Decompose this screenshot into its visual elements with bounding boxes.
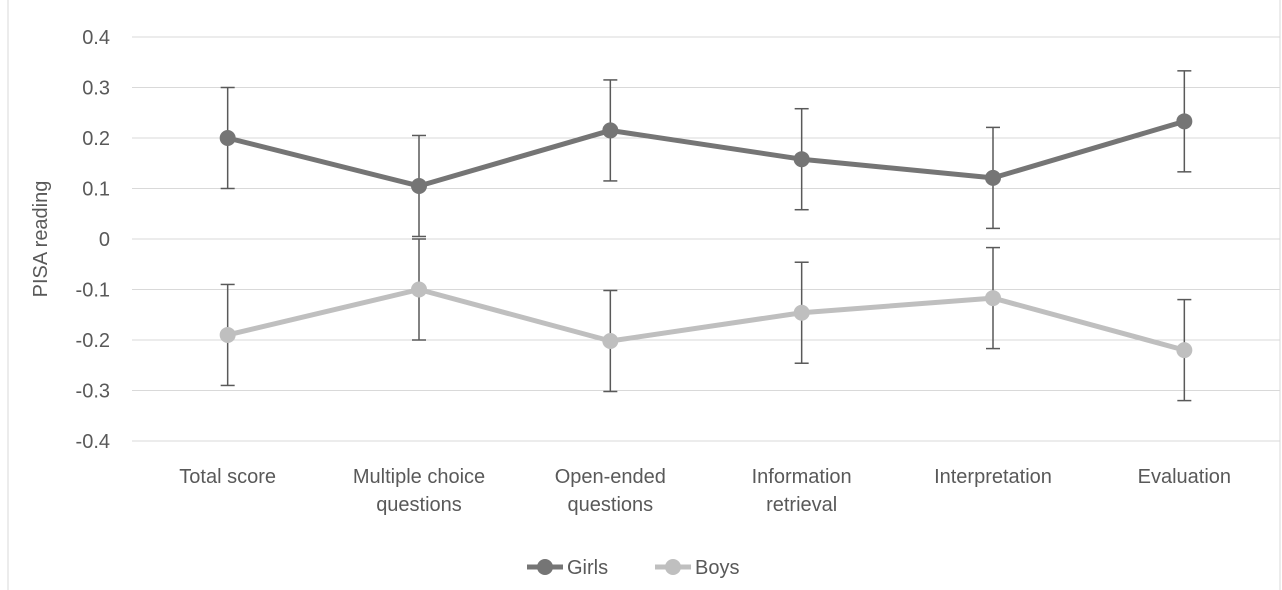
data-point-girls	[602, 122, 619, 139]
x-tick-label: retrieval	[766, 494, 837, 516]
y-tick-label: 0.3	[82, 78, 110, 100]
y-axis-ticks: 0.4 0.3 0.2 0.1 0 -0.1 -0.2 -0.3 -0.4	[76, 27, 110, 453]
series-lines	[219, 113, 1193, 359]
y-tick-label: -0.2	[76, 330, 110, 352]
data-point-girls	[985, 169, 1001, 186]
y-tick-label: -0.4	[76, 431, 110, 453]
data-point-boys	[411, 281, 427, 298]
data-point-girls	[793, 151, 810, 168]
y-tick-label: 0.4	[82, 27, 110, 49]
y-tick-label: 0.1	[82, 179, 110, 201]
legend-label: Boys	[695, 557, 739, 579]
x-tick-label: Total score	[179, 466, 276, 488]
y-tick-label: -0.3	[76, 381, 110, 403]
legend-label: Girls	[567, 557, 608, 579]
legend-swatch-marker	[665, 559, 681, 575]
data-point-boys	[219, 326, 236, 343]
x-tick-label: Open-ended	[555, 466, 666, 488]
x-tick-label: Information	[752, 466, 852, 488]
y-tick-label: 0	[99, 229, 110, 251]
series-line-boys	[227, 287, 1185, 353]
y-tick-label: -0.1	[76, 280, 110, 302]
data-point-boys	[602, 333, 619, 350]
x-tick-label: questions	[568, 494, 654, 516]
x-tick-label: questions	[376, 494, 462, 516]
data-point-boys	[985, 290, 1001, 307]
data-point-girls	[1176, 113, 1193, 130]
legend: Girls Boys	[527, 557, 739, 579]
x-tick-label: Multiple choice	[353, 466, 485, 488]
gridlines	[132, 36, 1280, 442]
x-tick-label: Interpretation	[934, 466, 1052, 488]
series-line-girls	[227, 118, 1186, 189]
data-point-girls	[411, 177, 427, 194]
data-point-girls	[219, 130, 236, 146]
legend-swatch-marker	[537, 559, 553, 575]
data-point-boys	[793, 304, 810, 321]
y-axis-label: PISA reading	[30, 181, 52, 298]
data-point-boys	[1176, 342, 1193, 359]
chart-border	[7, 0, 1281, 590]
y-tick-label: 0.2	[82, 128, 110, 150]
x-axis-ticks: Total score Multiple choice questions Open-…	[179, 466, 1231, 516]
x-tick-label: Evaluation	[1138, 466, 1231, 488]
